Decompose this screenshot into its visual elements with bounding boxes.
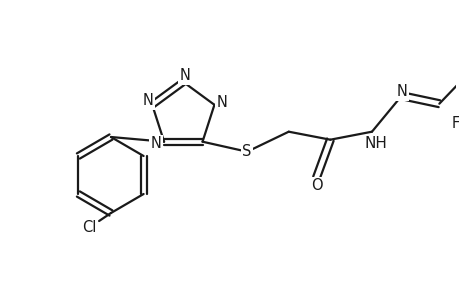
Text: N: N <box>179 68 190 83</box>
Text: S: S <box>242 144 251 159</box>
Text: N: N <box>142 93 153 108</box>
Text: F: F <box>451 116 459 131</box>
Text: NH: NH <box>364 136 386 151</box>
Text: O: O <box>310 178 322 193</box>
Text: N: N <box>217 95 227 110</box>
Text: N: N <box>151 136 161 151</box>
Text: Cl: Cl <box>82 220 96 235</box>
Text: N: N <box>395 84 406 99</box>
